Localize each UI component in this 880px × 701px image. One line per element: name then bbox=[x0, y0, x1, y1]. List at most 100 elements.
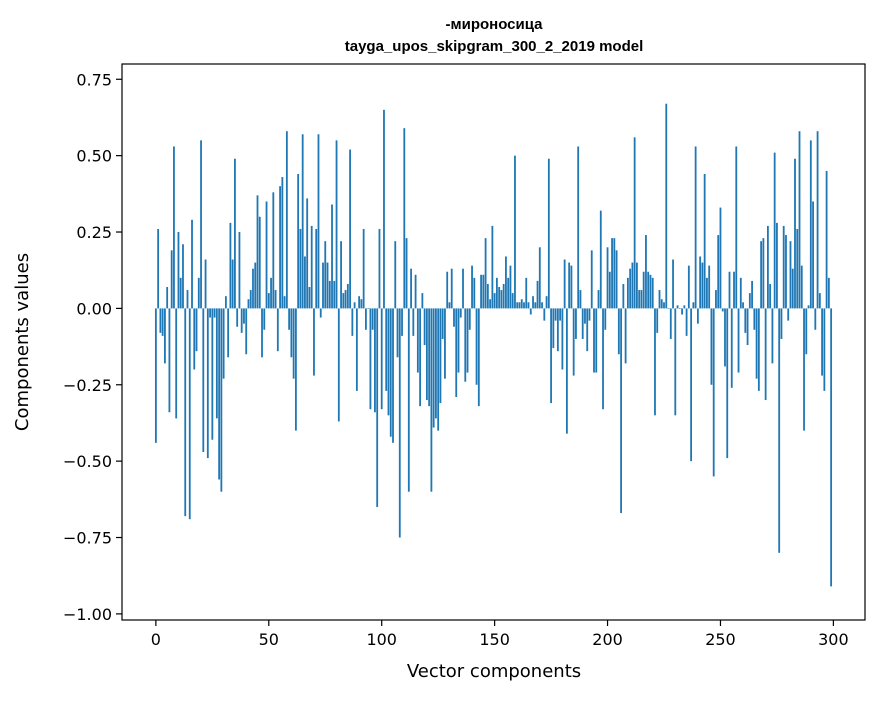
bar bbox=[261, 308, 263, 358]
bar bbox=[794, 158, 796, 309]
bar bbox=[157, 228, 160, 309]
bar bbox=[742, 302, 744, 309]
bar bbox=[173, 146, 175, 309]
bar bbox=[425, 308, 428, 401]
bar bbox=[593, 308, 595, 373]
bar bbox=[342, 293, 345, 309]
bar bbox=[227, 308, 230, 358]
bar bbox=[240, 308, 243, 333]
bar bbox=[292, 308, 295, 379]
bar bbox=[654, 308, 656, 416]
bar bbox=[297, 173, 300, 309]
bar bbox=[387, 308, 390, 416]
bar bbox=[818, 293, 821, 309]
bar bbox=[602, 308, 604, 410]
bar bbox=[344, 290, 347, 309]
bar bbox=[263, 308, 266, 330]
bar bbox=[615, 250, 618, 309]
bar bbox=[565, 308, 568, 434]
bar bbox=[222, 308, 225, 379]
bar bbox=[500, 290, 503, 309]
bar bbox=[629, 268, 632, 309]
bar bbox=[649, 274, 652, 309]
bar bbox=[509, 265, 512, 309]
bar bbox=[355, 308, 358, 391]
bar bbox=[577, 146, 580, 309]
bar bbox=[568, 262, 571, 309]
bar bbox=[258, 216, 261, 309]
bar bbox=[383, 109, 385, 309]
bar bbox=[285, 131, 288, 309]
bar bbox=[256, 195, 259, 309]
bar bbox=[545, 296, 548, 309]
bar bbox=[450, 268, 453, 309]
bar bbox=[523, 302, 525, 309]
y-axis: −1.00 −0.75 −0.50 −0.25 0.00 0.25 0.50 0.75 bbox=[63, 70, 122, 624]
bar bbox=[353, 302, 356, 309]
bar bbox=[254, 262, 257, 309]
x-axis: 0 50 100 150 200 250 300 bbox=[151, 620, 849, 649]
bar bbox=[337, 308, 340, 422]
bar bbox=[374, 308, 376, 413]
bar bbox=[457, 308, 460, 373]
bar bbox=[800, 265, 803, 309]
bar bbox=[166, 287, 169, 309]
bar bbox=[520, 299, 523, 309]
bar bbox=[812, 201, 814, 309]
bar bbox=[660, 299, 663, 309]
bar bbox=[809, 140, 812, 309]
bar bbox=[371, 308, 374, 330]
bar bbox=[376, 308, 379, 507]
bar bbox=[306, 198, 309, 309]
bar bbox=[491, 225, 494, 309]
bar bbox=[439, 308, 442, 404]
bar bbox=[620, 308, 622, 514]
bar bbox=[672, 259, 674, 309]
bar bbox=[486, 283, 489, 309]
bar bbox=[182, 244, 184, 309]
bar bbox=[274, 290, 277, 309]
bar bbox=[360, 299, 363, 309]
bar bbox=[663, 302, 665, 309]
bar bbox=[380, 308, 383, 410]
bar bbox=[281, 177, 284, 309]
bar bbox=[498, 287, 501, 309]
bar bbox=[658, 290, 661, 309]
bar bbox=[687, 265, 690, 309]
bar bbox=[776, 222, 778, 309]
bar bbox=[378, 228, 381, 309]
bar bbox=[279, 186, 281, 309]
bar bbox=[220, 308, 223, 492]
bar bbox=[710, 308, 713, 385]
bar bbox=[403, 128, 406, 309]
bar bbox=[362, 228, 365, 309]
bar bbox=[608, 271, 611, 309]
bar bbox=[324, 241, 327, 309]
bar bbox=[448, 302, 451, 309]
bar bbox=[365, 308, 367, 330]
bar bbox=[798, 131, 801, 309]
bar bbox=[525, 277, 528, 309]
bar bbox=[493, 293, 496, 309]
bar bbox=[692, 302, 695, 309]
bar bbox=[349, 149, 351, 309]
y-tick-label: 0.25 bbox=[76, 223, 112, 242]
bar bbox=[175, 308, 178, 419]
bar bbox=[154, 308, 157, 443]
bar bbox=[624, 308, 627, 364]
bar bbox=[694, 146, 697, 309]
bar bbox=[428, 308, 431, 407]
bar bbox=[475, 308, 478, 385]
bar bbox=[584, 308, 586, 324]
bar bbox=[495, 277, 498, 309]
bar bbox=[290, 308, 293, 358]
bar bbox=[552, 308, 555, 349]
bar bbox=[762, 238, 765, 309]
bar bbox=[617, 308, 620, 355]
bar bbox=[534, 302, 537, 309]
bar bbox=[405, 238, 408, 309]
bar bbox=[462, 268, 464, 309]
bar bbox=[674, 308, 677, 416]
bar bbox=[825, 170, 828, 309]
